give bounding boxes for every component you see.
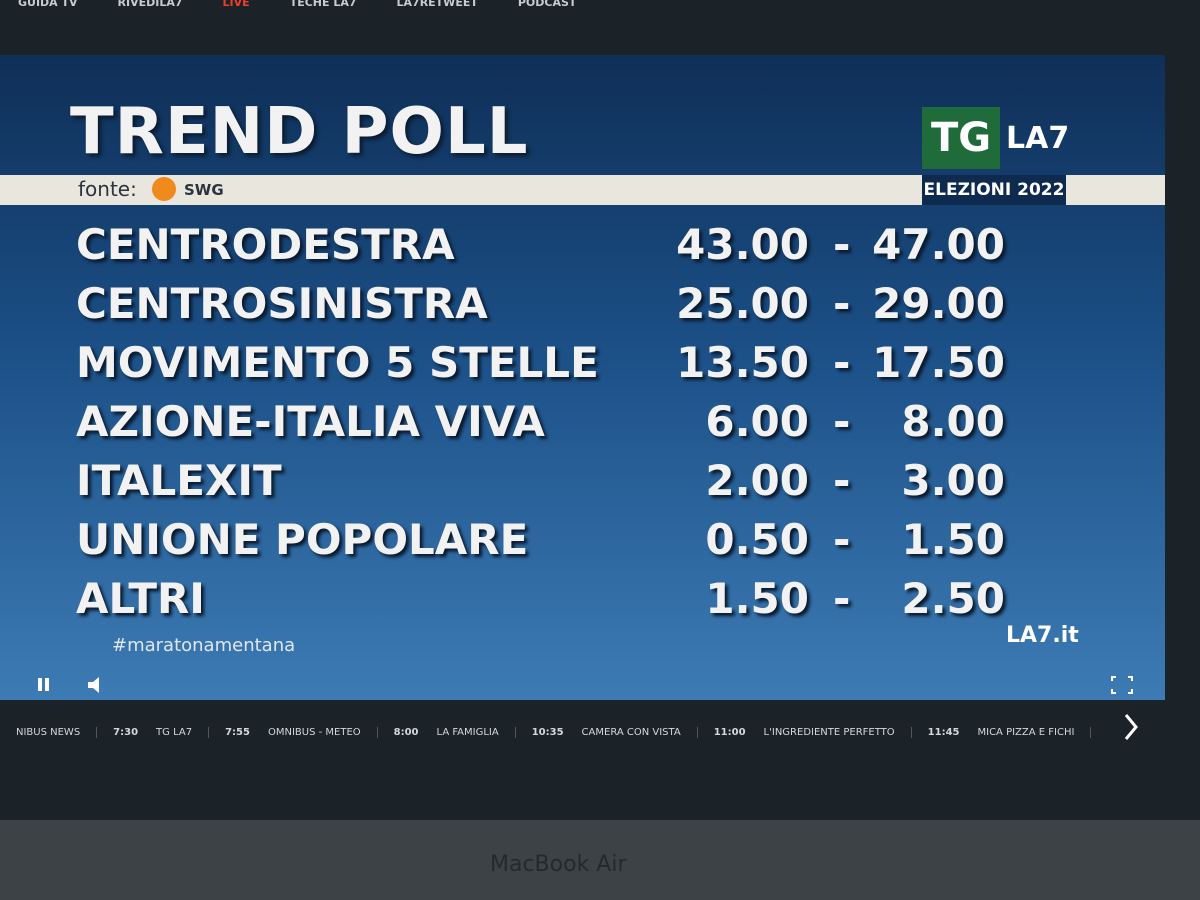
volume-icon[interactable] <box>88 677 99 693</box>
schedule-time: 11:00 <box>713 726 746 738</box>
video-screen: TREND POLL fonte: SWG TG LA7 ELEZIONI 20… <box>0 55 1165 700</box>
source-icon <box>152 177 176 201</box>
logo: TG <box>922 107 1000 169</box>
schedule-item[interactable]: 7:55 OMNIBUS - METEO <box>209 726 378 738</box>
cell-low: 6.00 <box>705 397 809 446</box>
table-row: ITALEXIT 2.00- 3.00 <box>0 456 1165 512</box>
cell-low: 13.50 <box>676 338 809 387</box>
schedule-time: 7:55 <box>225 726 250 738</box>
schedule-title: L'INGREDIENTE PERFETTO <box>763 726 895 738</box>
schedule-item[interactable]: NIBUS NEWS <box>0 726 98 738</box>
schedule-time: 8:00 <box>393 726 419 738</box>
device-label: MacBook Air <box>490 852 627 877</box>
table-row: MOVIMENTO 5 STELLE 13.50-17.50 <box>0 338 1165 394</box>
channel: LA7 <box>1006 121 1070 156</box>
pause-bar[interactable] <box>45 678 49 691</box>
cell-party: CENTROSINISTRA <box>76 279 488 328</box>
fullscreen-icon[interactable] <box>1111 676 1133 694</box>
title: TREND POLL <box>70 95 529 169</box>
schedule-title: CAMERA CON VISTA <box>581 726 681 738</box>
nav-item[interactable]: PODCAST <box>517 0 577 9</box>
table-row: UNIONE POPOLARE 0.50- 1.50 <box>0 515 1165 571</box>
pause-bar[interactable] <box>38 678 42 691</box>
schedule-title: OMNIBUS - METEO <box>267 726 361 738</box>
cell-sep: - <box>833 515 851 564</box>
cell-sep: - <box>833 279 851 328</box>
table-row: ALTRI 1.50- 2.50 <box>0 574 1165 630</box>
schedule-time: 7:30 <box>113 726 139 738</box>
cell-party: UNIONE POPOLARE <box>76 515 529 564</box>
cell-high: 47.00 <box>872 220 1005 269</box>
cell-party: AZIONE-ITALIA VIVA <box>76 397 545 446</box>
cell-low: 0.50 <box>705 515 809 564</box>
cell-party: MOVIMENTO 5 STELLE <box>76 338 599 387</box>
cell-sep: - <box>833 338 851 387</box>
schedule-title: NIBUS NEWS <box>16 726 81 738</box>
cell-low: 1.50 <box>705 574 809 623</box>
schedule-title: TG LA7 <box>156 726 193 738</box>
cell-low: 2.00 <box>705 456 809 505</box>
nav-item[interactable]: LIVE <box>222 0 250 9</box>
table-row: AZIONE-ITALIA VIVA 6.00- 8.00 <box>0 397 1165 453</box>
cell-low: 25.00 <box>676 279 809 328</box>
nav-item[interactable]: GUIDA TV <box>18 0 78 9</box>
player-controls <box>38 676 1133 694</box>
next-arrow[interactable] <box>1120 712 1144 742</box>
cell-sep: - <box>833 397 851 446</box>
laptop-bezel <box>0 820 1200 900</box>
schedule-item[interactable]: 7:30 TG LA7 <box>97 726 210 738</box>
cell-party: CENTRODESTRA <box>76 220 455 269</box>
nav-item[interactable]: LA7RETWEET <box>396 0 478 9</box>
schedule-time: 10:35 <box>531 726 564 738</box>
schedule-item[interactable]: 10:35 CAMERA CON VISTA <box>516 726 698 738</box>
nav-item[interactable]: RIVEDILA7 <box>117 0 183 9</box>
schedule-time: 11:45 <box>927 726 960 738</box>
schedule-title: MICA PIZZA E FICHI <box>977 726 1075 738</box>
cell-sep: - <box>833 456 851 505</box>
table-row: CENTROSINISTRA 25.00-29.00 <box>0 279 1165 335</box>
cell-high: 3.00 <box>901 456 1005 505</box>
badge: ELEZIONI 2022 <box>922 175 1066 205</box>
cell-party: ITALEXIT <box>76 456 282 505</box>
schedule-item[interactable]: 11:00 L'INGREDIENTE PERFETTO <box>698 726 912 738</box>
watermark: LA7.it <box>1006 623 1079 648</box>
schedule-item[interactable]: 11:45 MICA PIZZA E FICHI <box>912 726 1092 738</box>
schedule-title: LA FAMIGLIA <box>436 726 499 738</box>
cell-low: 43.00 <box>676 220 809 269</box>
cell-party: ALTRI <box>76 574 205 623</box>
top-nav: GUIDA TV RIVEDILA7 LIVE TECHE LA7 LA7RETWEET… <box>18 0 576 9</box>
cell-high: 2.50 <box>901 574 1005 623</box>
cell-high: 1.50 <box>901 515 1005 564</box>
cell-high: 29.00 <box>872 279 1005 328</box>
hashtag: #maratonamentana <box>112 635 296 656</box>
cell-high: 17.50 <box>872 338 1005 387</box>
cell-sep: - <box>833 220 851 269</box>
schedule-bar: NIBUS NEWS 7:30 TG LA7 7:55 OMNIBUS - METEO 8… <box>0 712 1150 752</box>
source-label: fonte: <box>78 177 137 201</box>
table-row: CENTRODESTRA 43.00-47.00 <box>0 220 1165 276</box>
cell-sep: - <box>833 574 851 623</box>
cell-high: 8.00 <box>901 397 1005 446</box>
schedule-item[interactable]: 8:00 LA FAMIGLIA <box>378 726 516 738</box>
nav-item[interactable]: TECHE LA7 <box>289 0 357 9</box>
source: SWG <box>184 181 224 199</box>
